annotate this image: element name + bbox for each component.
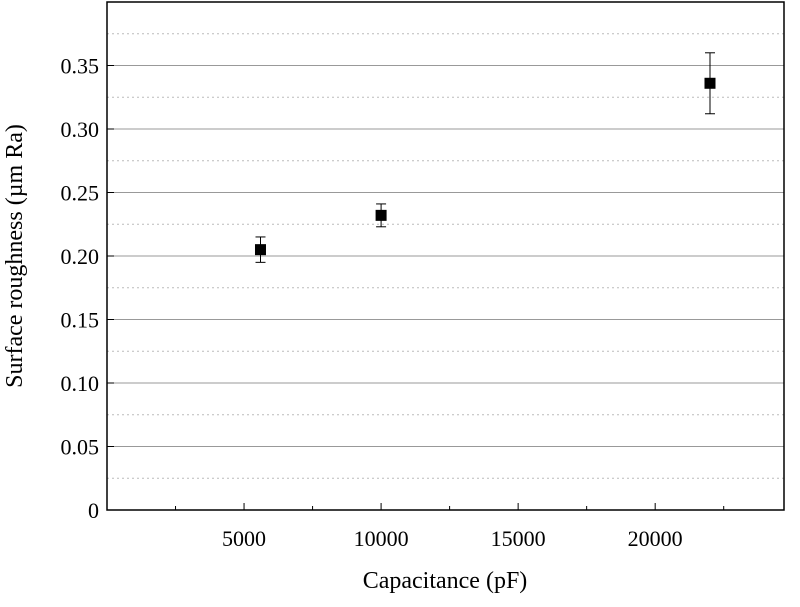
x-tick-label: 10000	[354, 526, 409, 551]
y-tick-label: 0	[88, 498, 99, 523]
y-axis-title: Surface roughness (µm Ra)	[2, 124, 28, 388]
point	[375, 209, 387, 221]
y-tick-label: 0.25	[61, 181, 100, 206]
point	[254, 244, 266, 256]
y-tick-label: 0.35	[61, 54, 100, 79]
plot-frame	[106, 1, 785, 511]
y-tick-label: 0.05	[61, 435, 100, 460]
y-tick-label: 0.20	[61, 244, 100, 269]
x-tick-label: 15000	[491, 526, 546, 551]
x-axis-title: Capacitance (pF)	[363, 568, 528, 594]
y-tick-label: 0.15	[61, 308, 100, 333]
y-tick-label: 0.10	[61, 371, 100, 396]
point	[704, 77, 716, 89]
x-tick-label: 20000	[628, 526, 683, 551]
y-tick-label: 0.30	[61, 117, 100, 142]
x-tick-label: 5000	[222, 526, 266, 551]
